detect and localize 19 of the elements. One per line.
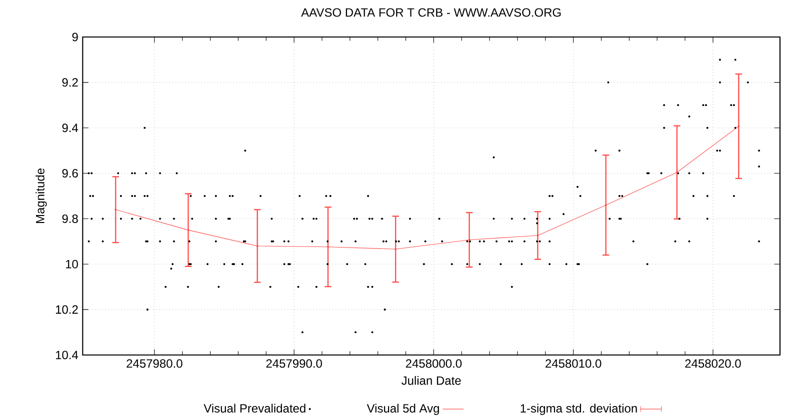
y-axis-title: Magnitude — [36, 168, 47, 224]
y-tick-label: 9.4 — [62, 124, 78, 132]
y-tick-label: 9.6 — [62, 169, 78, 178]
y-tick-label: 10.4 — [56, 350, 78, 360]
legend-label: 1-sigma std. deviation — [520, 404, 637, 415]
y-tick-label: 10.2 — [56, 305, 78, 314]
legend-label: Visual 5d Avg — [366, 404, 439, 415]
y-tick-label: 9.8 — [62, 214, 78, 223]
chart-title: AAVSO DATA FOR T CRB - WWW.AAVSO.ORG — [301, 8, 561, 17]
x-tick-label: 2457990.0 — [266, 359, 322, 368]
y-tick-label: 10 — [66, 260, 78, 268]
x-tick-label: 2457980.0 — [126, 359, 182, 368]
y-tick-label: 9 — [72, 32, 78, 42]
x-tick-label: 2458020.0 — [685, 359, 741, 368]
x-tick-label: 2458000.0 — [406, 359, 462, 368]
y-tick-label: 9.2 — [62, 78, 78, 87]
x-tick-label: 2458010.0 — [546, 359, 602, 368]
x-axis-title: Julian Date — [402, 376, 461, 385]
legend-label: Visual Prevalidated — [204, 404, 306, 413]
